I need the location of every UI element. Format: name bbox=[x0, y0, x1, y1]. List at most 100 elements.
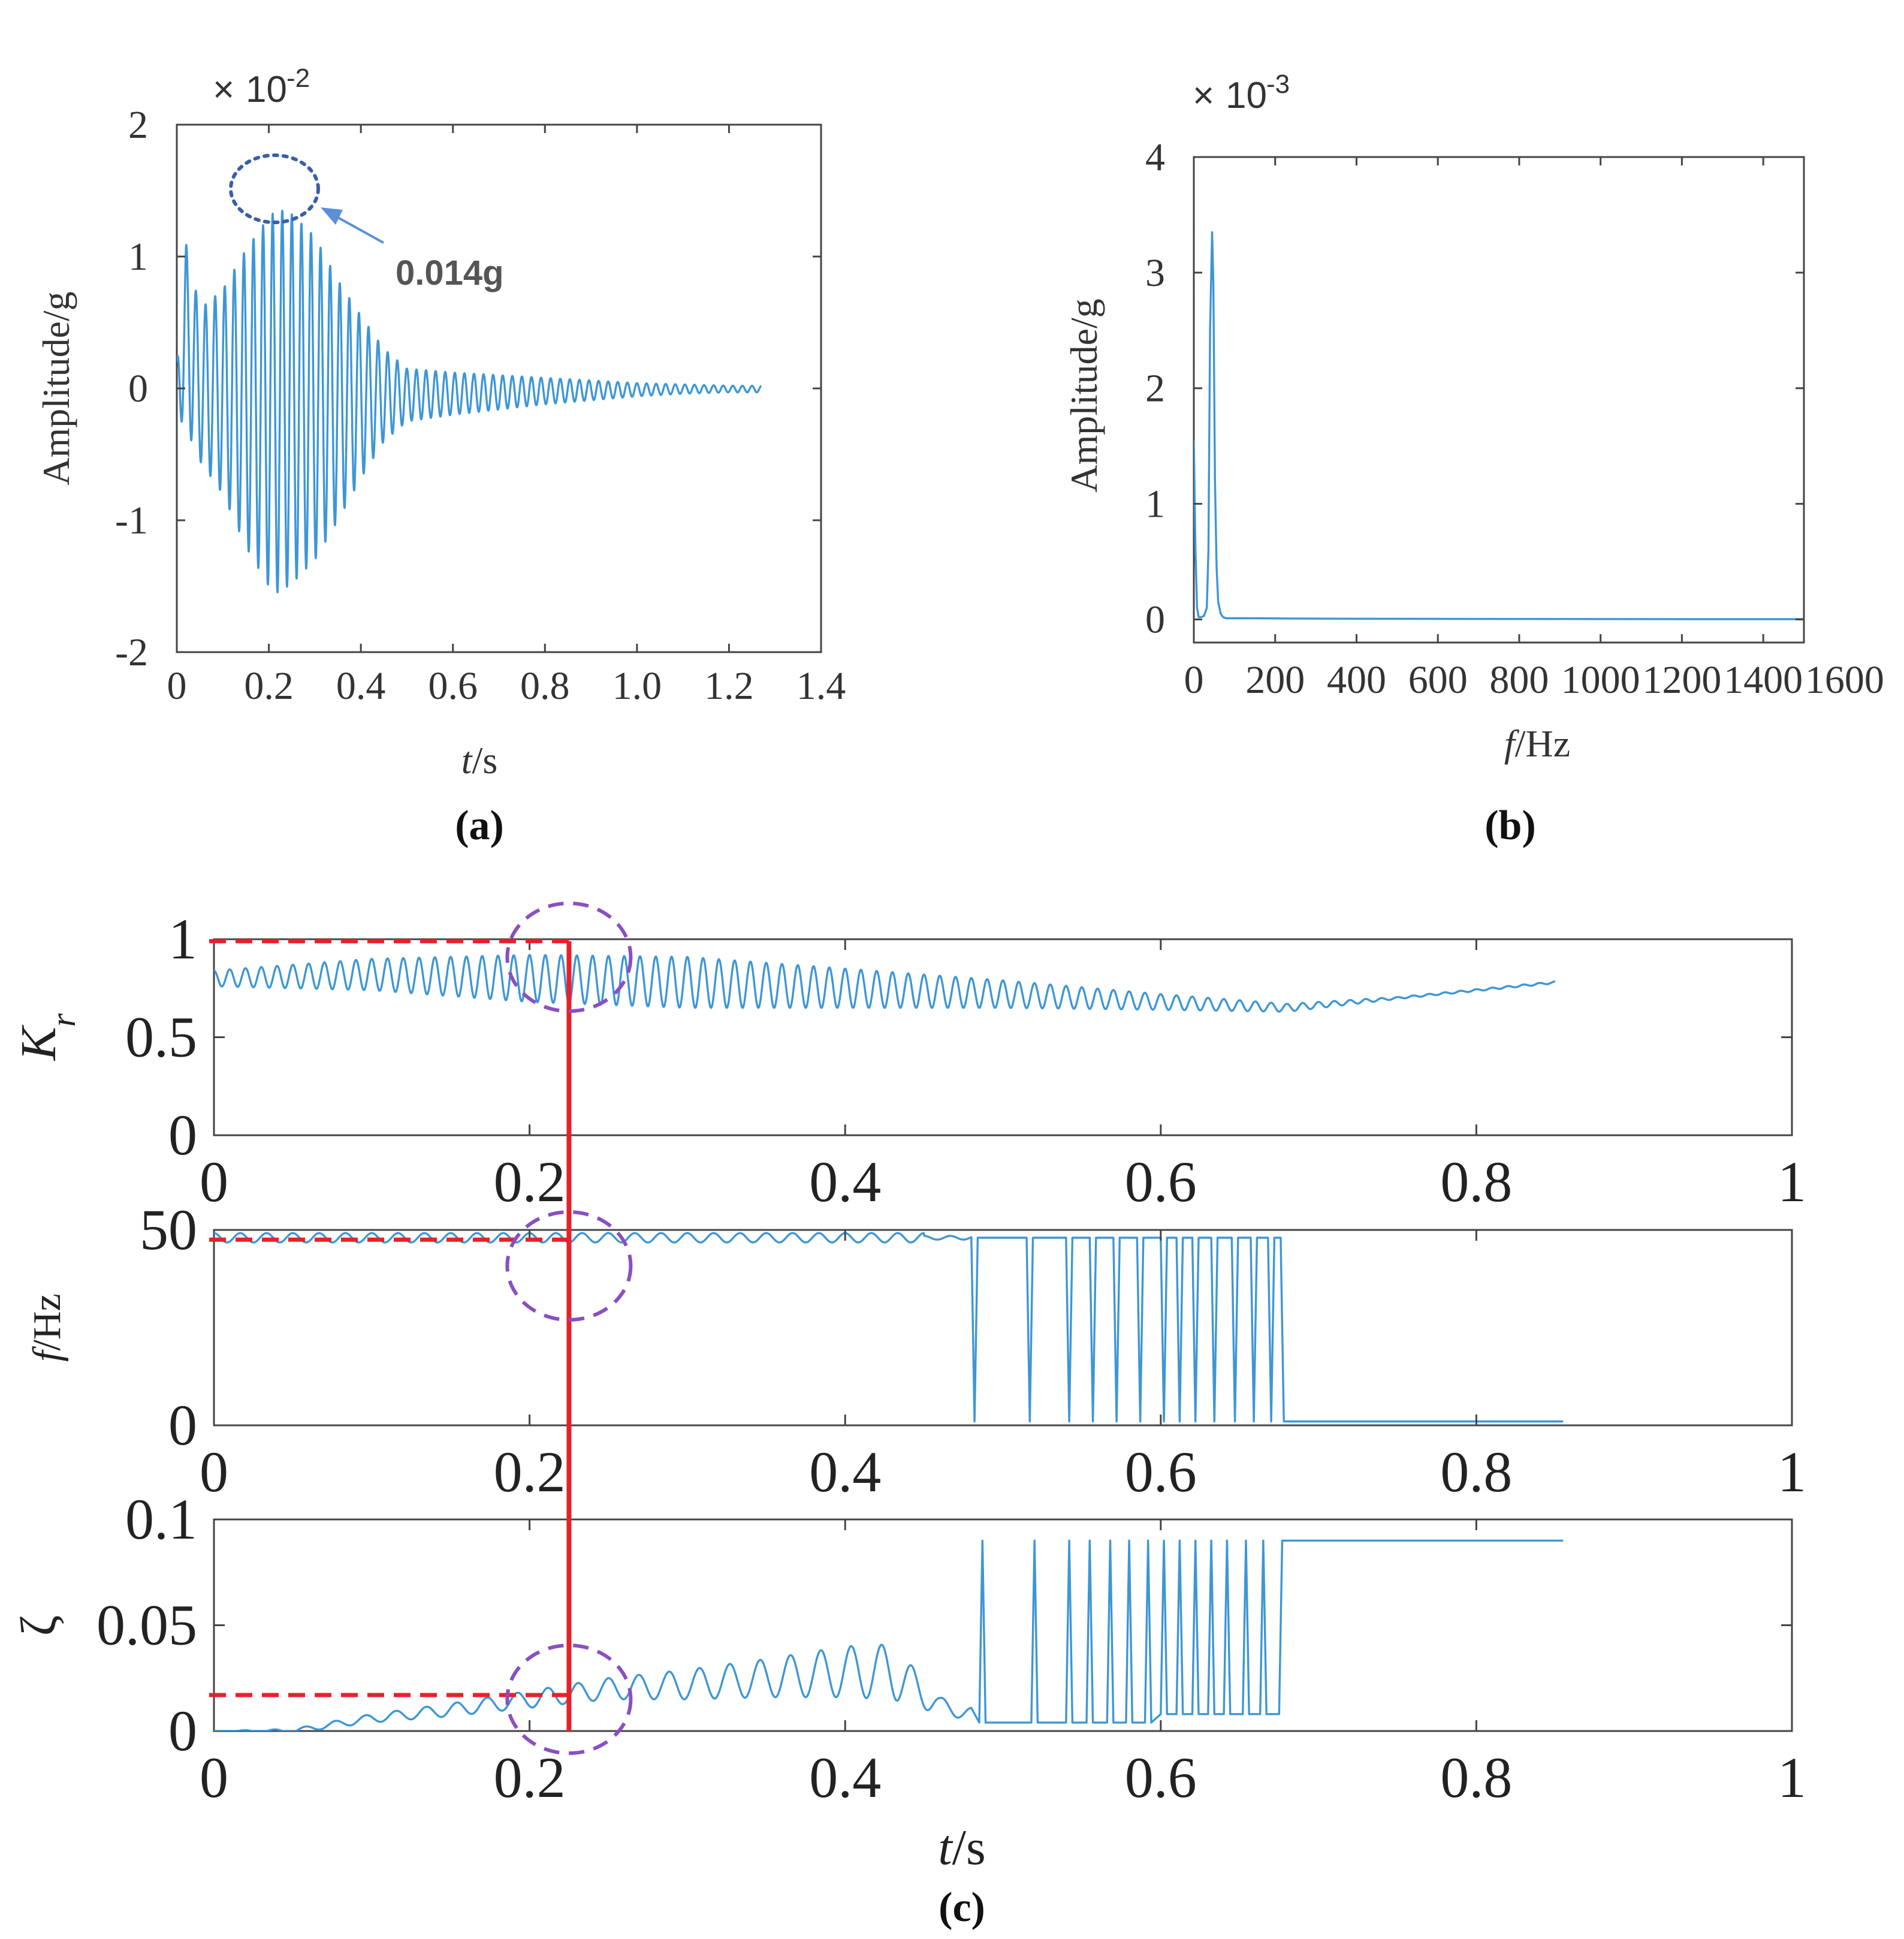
c3-y-tick-label: 0.05 bbox=[96, 1593, 197, 1657]
panel-c-x-axis-var: t bbox=[938, 1820, 953, 1875]
c3-y-tick-label: 0 bbox=[168, 1699, 197, 1763]
panel-a-multiplier-symbol: × bbox=[213, 69, 234, 110]
b-x-tick-label: 400 bbox=[1327, 658, 1386, 702]
c3-x-tick-label: 0 bbox=[200, 1745, 228, 1810]
b-y-tick-label: 1 bbox=[1145, 483, 1165, 526]
c1-y-tick-label: 0 bbox=[168, 1103, 197, 1167]
a-x-tick-label: 0 bbox=[167, 664, 187, 708]
a-x-tick-label: 0.2 bbox=[244, 664, 294, 708]
b-x-tick-label: 1600 bbox=[1805, 658, 1884, 702]
a-y-tick-label: -2 bbox=[115, 631, 148, 674]
c2-x-tick-label: 0.4 bbox=[809, 1440, 881, 1504]
panel-b-multiplier-base: 10 bbox=[1226, 75, 1267, 116]
panel-c-frequency-line bbox=[214, 1232, 1564, 1423]
c3-x-tick-label: 0.8 bbox=[1440, 1745, 1512, 1810]
panel-c-markers bbox=[209, 901, 633, 1756]
panel-c-x-axis-unit: /s bbox=[952, 1820, 986, 1875]
panel-c-kr-line bbox=[214, 954, 1556, 1013]
b-y-tick-label: 2 bbox=[1145, 367, 1165, 411]
panel-c-kr-axes-frame bbox=[213, 938, 1793, 1136]
panel-a-multiplier-exponent: -2 bbox=[286, 64, 310, 93]
c2-x-tick-label: 0.6 bbox=[1125, 1440, 1197, 1504]
c3-x-tick-label: 0.4 bbox=[809, 1745, 881, 1810]
c3-x-tick-label: 0.2 bbox=[494, 1745, 566, 1810]
panel-c-frequency-plot: 0 0.2 0.4 0.6 0.8 1 50 0 f/Hz bbox=[25, 1198, 1806, 1504]
panel-a-label: (a) bbox=[455, 803, 504, 849]
c1-y-tick-label: 1 bbox=[168, 907, 197, 971]
panel-c-frequency-highlight-circle bbox=[505, 1210, 633, 1322]
c2-x-tick-label: 1 bbox=[1778, 1440, 1806, 1504]
a-y-tick-label: 1 bbox=[128, 235, 148, 279]
c3-x-tick-label: 0.6 bbox=[1125, 1745, 1197, 1810]
panel-c-kr-highlight-circle bbox=[505, 901, 633, 1013]
panel-a-x-axis-unit: /s bbox=[472, 739, 498, 782]
panel-b-spectrum-line bbox=[1194, 231, 1804, 620]
a-x-tick-label: 0.8 bbox=[520, 664, 570, 708]
panel-c-frequency-y-axis-unit: /Hz bbox=[25, 1293, 69, 1350]
panel-c-damping-y-axis-label: ζ bbox=[11, 1615, 67, 1636]
c1-y-tick-label: 0.5 bbox=[125, 1005, 197, 1069]
panel-a-multiplier: × 10 -2 bbox=[213, 64, 310, 110]
panel-c-x-axis-label: t/s bbox=[938, 1820, 985, 1875]
panel-c-damping-axes-frame bbox=[213, 1518, 1793, 1732]
b-x-tick-label: 1400 bbox=[1724, 658, 1803, 702]
panel-b-label: (b) bbox=[1484, 803, 1536, 849]
panel-a-annotation-arrowhead bbox=[321, 207, 343, 225]
panel-c-kr-y-axis-var: K bbox=[11, 1024, 67, 1061]
c2-y-tick-label: 0 bbox=[168, 1393, 197, 1457]
a-y-tick-label: 0 bbox=[128, 367, 148, 411]
a-x-tick-label: 0.6 bbox=[428, 664, 478, 708]
a-x-tick-label: 0.4 bbox=[336, 664, 386, 708]
panel-a-annotation-arrow bbox=[332, 213, 384, 244]
c3-y-tick-label: 0.1 bbox=[125, 1487, 197, 1551]
b-x-tick-label: 1000 bbox=[1561, 658, 1640, 702]
b-x-tick-label: 600 bbox=[1408, 658, 1468, 702]
panel-c-kr-y-axis-subscript: r bbox=[44, 1013, 83, 1027]
panel-b-axes-frame bbox=[1193, 156, 1805, 644]
c2-y-tick-label: 50 bbox=[140, 1198, 197, 1262]
c2-x-tick-label: 0 bbox=[200, 1440, 228, 1504]
c1-x-tick-label: 0.6 bbox=[1125, 1150, 1197, 1214]
c3-x-tick-label: 1 bbox=[1778, 1745, 1806, 1810]
a-x-tick-label: 1.0 bbox=[612, 664, 662, 708]
a-y-tick-label: 2 bbox=[128, 103, 148, 147]
b-y-tick-label: 0 bbox=[1145, 598, 1165, 641]
b-y-tick-label: 4 bbox=[1145, 135, 1165, 179]
panel-a-x-axis-label: t/s bbox=[461, 739, 497, 782]
c1-x-tick-label: 0.8 bbox=[1440, 1150, 1512, 1214]
c1-x-tick-label: 0.2 bbox=[494, 1150, 566, 1214]
panel-b-x-axis-label: f/Hz bbox=[1504, 722, 1570, 765]
panel-c-kr-y-axis-label: Kr bbox=[11, 1013, 83, 1061]
c1-x-tick-label: 0 bbox=[200, 1150, 228, 1214]
panel-c-frequency-axes-frame bbox=[213, 1229, 1793, 1427]
panel-a-time-signal: 0 0.2 0.4 0.6 0.8 1.0 1.2 1.4 210-1-2 × 10 -2 A… bbox=[35, 64, 846, 849]
panel-a-y-axis-label: Amplitude/g bbox=[35, 291, 77, 485]
b-x-tick-label: 200 bbox=[1245, 658, 1305, 702]
panel-b-y-axis-label: Amplitude/g bbox=[1063, 298, 1105, 493]
a-x-tick-label: 1.2 bbox=[704, 664, 754, 708]
panel-c-label: (c) bbox=[939, 1884, 985, 1931]
panel-b-multiplier-exponent: -3 bbox=[1266, 70, 1290, 99]
c1-x-tick-label: 1 bbox=[1778, 1150, 1806, 1214]
b-x-tick-label: 1200 bbox=[1642, 658, 1721, 702]
a-x-tick-label: 1.4 bbox=[796, 664, 846, 708]
panel-b-multiplier: × 10 -3 bbox=[1193, 70, 1290, 116]
panel-b-spectrum: 0 200 400 600 800 1000 1200 1400 1600 4 3 2 10 × 10… bbox=[1063, 70, 1884, 849]
panel-c-frequency-y-axis-label: f/Hz bbox=[25, 1293, 69, 1362]
panel-a-acceleration-line bbox=[177, 209, 762, 593]
panel-a-multiplier-base: 10 bbox=[246, 69, 287, 110]
a-y-tick-label: -1 bbox=[115, 499, 148, 542]
c2-x-tick-label: 0.8 bbox=[1440, 1440, 1512, 1504]
panel-b-x-axis-unit: /Hz bbox=[1515, 722, 1570, 765]
c1-x-tick-label: 0.4 bbox=[809, 1150, 881, 1214]
b-y-tick-label: 3 bbox=[1145, 251, 1165, 295]
panel-a-peak-circle bbox=[229, 153, 320, 224]
panel-a-x-axis-var: t bbox=[461, 739, 473, 782]
panel-c-damping-highlight-circle bbox=[505, 1644, 633, 1756]
panel-c-damping-line bbox=[214, 1539, 1564, 1731]
b-x-tick-label: 800 bbox=[1489, 658, 1549, 702]
panel-b-multiplier-symbol: × bbox=[1193, 75, 1214, 116]
panel-a-peak-annotation: 0.014g bbox=[396, 254, 504, 292]
c2-x-tick-label: 0.2 bbox=[494, 1440, 566, 1504]
